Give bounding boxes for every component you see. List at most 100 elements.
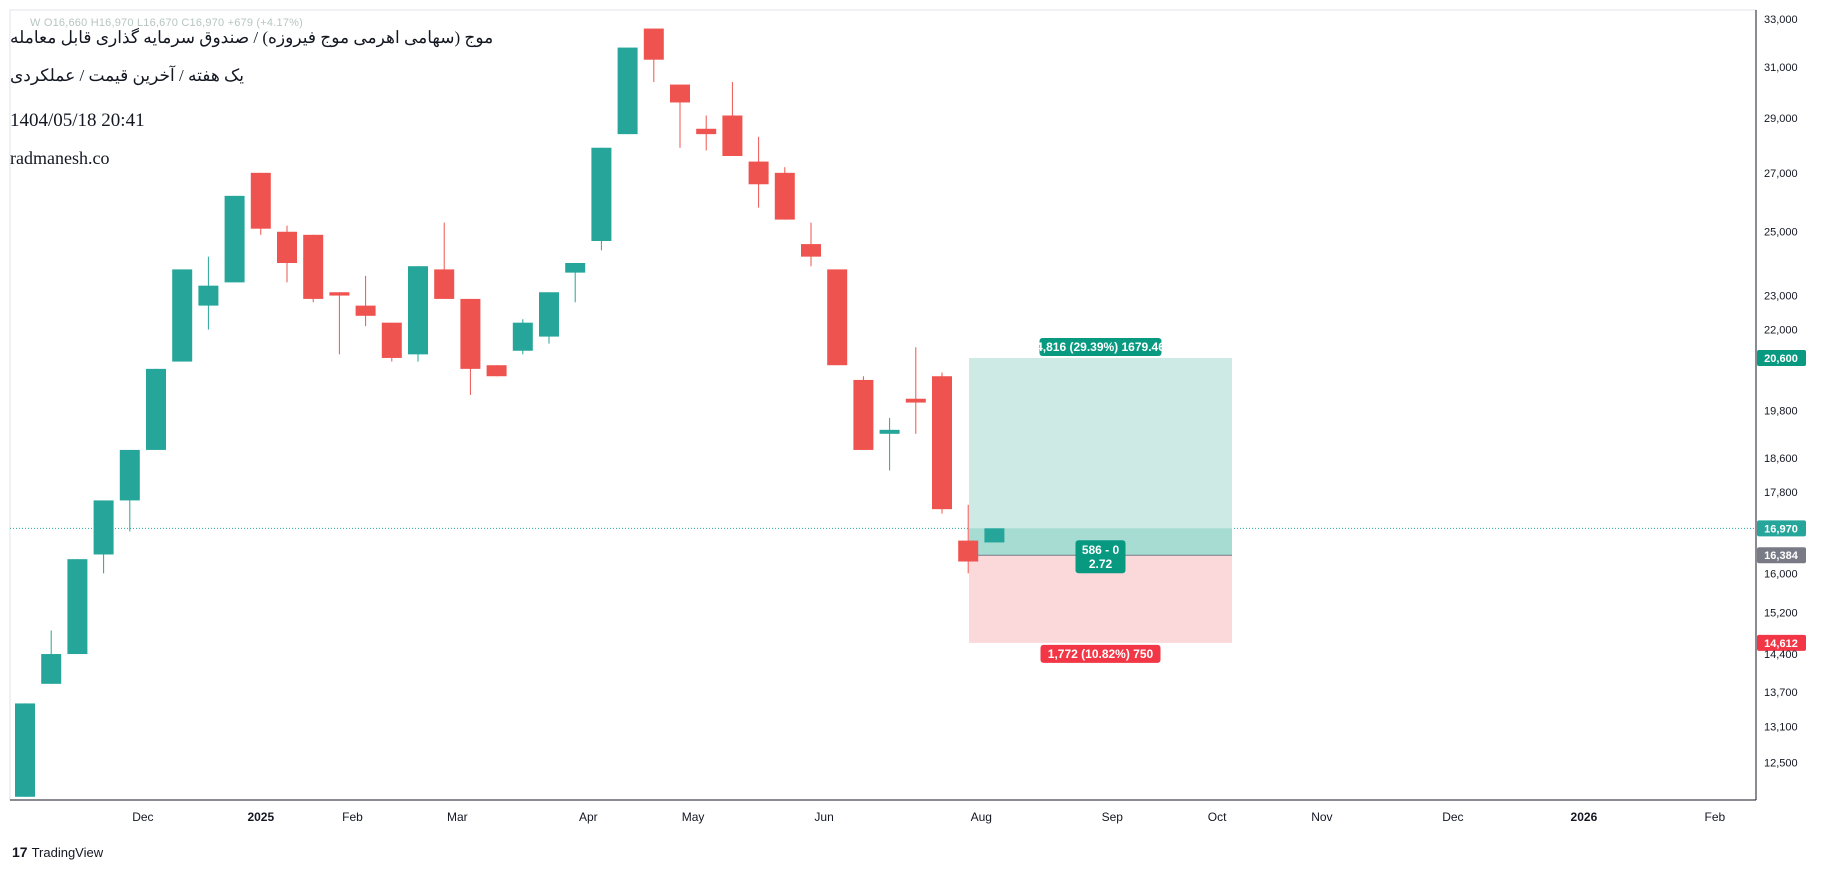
candle xyxy=(224,195,245,283)
candle-body xyxy=(827,269,848,366)
candle xyxy=(277,225,297,283)
candle xyxy=(329,292,350,355)
price-badge xyxy=(1757,520,1806,537)
tradingview-brand[interactable]: 17 TradingView xyxy=(12,844,103,860)
candle-body xyxy=(801,244,821,257)
price-badge xyxy=(1757,349,1806,366)
candle-body xyxy=(670,84,690,103)
loss-label-text: 1,772 (10.82%) 750 xyxy=(1048,647,1154,661)
profit-label: 4,816 (29.39%) 1679.46 xyxy=(1036,337,1165,356)
candle-body xyxy=(591,147,612,241)
candle-body xyxy=(984,528,1005,543)
tradingview-logo-icon: 17 xyxy=(12,844,28,860)
time-tick-label: Mar xyxy=(447,810,468,824)
candle-body xyxy=(539,292,559,337)
candle xyxy=(198,256,219,330)
candle-body xyxy=(748,161,769,185)
price-tick-label: 14,400 xyxy=(1764,649,1798,661)
profit-zone xyxy=(969,357,1232,556)
price-tick-label: 27,000 xyxy=(1764,168,1798,180)
candle-body xyxy=(460,298,481,369)
candle-body xyxy=(119,449,140,501)
candle xyxy=(722,82,743,157)
time-tick-label: 2025 xyxy=(247,810,274,824)
candle xyxy=(172,269,193,362)
candle xyxy=(879,418,900,471)
price-badge xyxy=(1757,634,1806,651)
time-tick-label: Feb xyxy=(1705,810,1726,824)
time-tick-label: Apr xyxy=(579,810,598,824)
candle-body xyxy=(932,376,952,510)
candle xyxy=(827,269,848,366)
candle xyxy=(250,172,271,235)
price-badge-label: 16,384 xyxy=(1764,550,1799,562)
time-tick-label: Aug xyxy=(971,810,992,824)
price-tick-label: 13,700 xyxy=(1764,687,1798,699)
price-badge xyxy=(1757,547,1806,564)
price-tick-label: 25,000 xyxy=(1764,227,1798,239)
candle xyxy=(486,365,507,377)
candle-body xyxy=(696,128,717,135)
brand-label: TradingView xyxy=(31,844,104,860)
risk-reward-line1: 586 - 0 xyxy=(1082,543,1120,557)
candle xyxy=(591,147,612,251)
candle-body xyxy=(512,322,533,351)
time-tick-label: Feb xyxy=(342,810,363,824)
price-badge-label: 16,970 xyxy=(1764,523,1798,535)
candle xyxy=(617,47,638,135)
candle xyxy=(93,500,114,574)
candle xyxy=(15,703,35,797)
price-tick-label: 15,200 xyxy=(1764,608,1798,620)
candle-body xyxy=(250,172,271,229)
candle xyxy=(355,275,376,327)
candle-body xyxy=(381,322,402,358)
time-tick-label: 2026 xyxy=(1571,810,1598,824)
candle-body xyxy=(722,115,743,157)
candle xyxy=(539,292,559,344)
candle xyxy=(801,222,821,267)
price-tick-label: 19,800 xyxy=(1764,405,1798,417)
candle xyxy=(670,84,690,148)
long-position-tool[interactable]: 4,816 (29.39%) 1679.46 1,772 (10.82%) 750… xyxy=(969,337,1232,663)
chart-subtitle: یک هفته / آخرین قیمت / عملکردی xyxy=(10,66,245,85)
time-tick-label: Oct xyxy=(1208,810,1227,824)
price-badge-label: 14,612 xyxy=(1764,638,1798,650)
time-tick-label: Sep xyxy=(1102,810,1124,824)
candle-body xyxy=(329,292,350,296)
profit-label-text: 4,816 (29.39%) 1679.46 xyxy=(1036,340,1165,354)
candle-body xyxy=(408,266,428,355)
candle xyxy=(119,449,140,532)
candle-body xyxy=(15,703,35,797)
loss-label: 1,772 (10.82%) 750 xyxy=(1040,644,1161,663)
price-tick-label: 31,000 xyxy=(1764,62,1798,74)
candle xyxy=(303,234,324,303)
candle-body xyxy=(434,269,455,299)
price-tick-label: 12,500 xyxy=(1764,757,1798,769)
candle xyxy=(512,319,533,355)
candle-body xyxy=(617,47,638,135)
price-tick-label: 33,000 xyxy=(1764,14,1798,26)
candle xyxy=(565,262,586,303)
candle xyxy=(146,368,166,450)
candle xyxy=(853,376,874,450)
candle xyxy=(958,504,979,574)
candle-body xyxy=(958,540,979,562)
candle xyxy=(67,559,88,655)
profit-label-bg xyxy=(1039,337,1162,356)
chart-title: موج (سهامی اهرمی موج فیروزه) / صندوق سرم… xyxy=(10,28,494,47)
candle-body xyxy=(146,368,166,450)
candle-body xyxy=(565,262,586,273)
candle-body xyxy=(303,234,324,299)
candle-body xyxy=(172,269,193,362)
candle xyxy=(460,298,481,395)
candle xyxy=(905,347,926,434)
candle-body xyxy=(905,398,926,403)
candle xyxy=(932,372,952,514)
chart-datetime: 1404/05/18 20:41 xyxy=(10,110,145,131)
candle-body xyxy=(486,365,507,377)
risk-reward-label: 586 - 02.72 xyxy=(1075,540,1126,574)
loss-label-bg xyxy=(1040,644,1161,663)
time-tick-label: May xyxy=(682,810,705,824)
price-axis: 33,000 31,000 29,000 27,000 25,000 23,000 22,0… xyxy=(1757,14,1806,769)
